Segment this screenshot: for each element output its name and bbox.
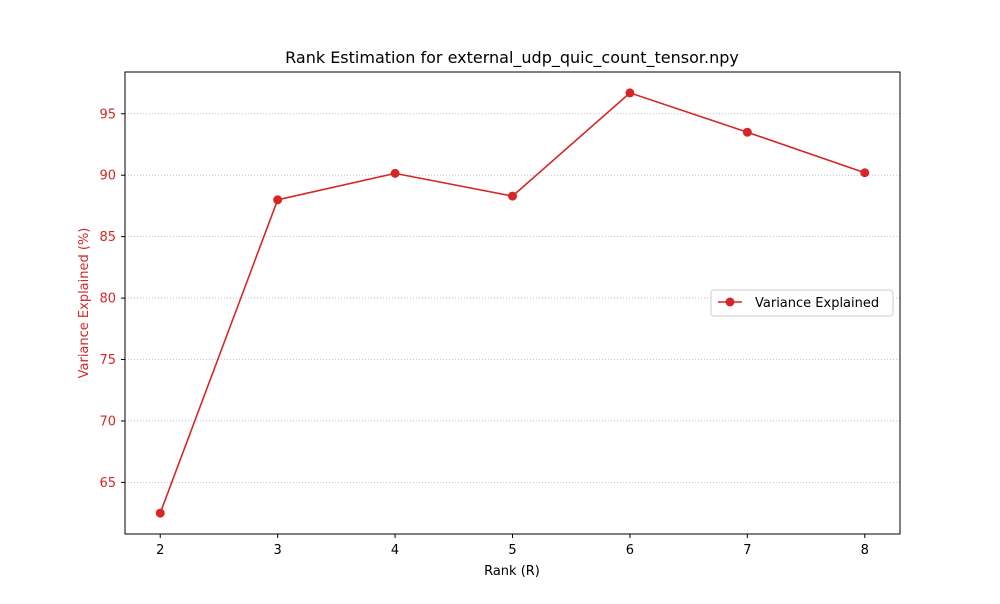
chart-title: Rank Estimation for external_udp_quic_co… xyxy=(285,48,739,68)
data-point xyxy=(742,127,752,137)
x-tick-label: 5 xyxy=(508,543,516,558)
data-point xyxy=(625,88,635,98)
y-tick-label: 85 xyxy=(99,230,116,245)
x-tick-label: 8 xyxy=(861,543,869,558)
x-tick-label: 4 xyxy=(391,543,399,558)
y-axis-ticks: 65 70 75 80 85 90 95 xyxy=(99,107,125,491)
x-axis-ticks: 2 3 4 5 6 7 8 xyxy=(156,534,869,558)
legend-box xyxy=(710,289,894,317)
y-tick-label: 90 xyxy=(99,169,116,184)
data-point xyxy=(508,191,517,201)
y-tick-label: 80 xyxy=(99,292,116,307)
x-tick-label: 6 xyxy=(626,543,634,558)
y-tick-label: 95 xyxy=(99,107,116,122)
x-tick-label: 7 xyxy=(743,543,751,558)
data-point xyxy=(155,508,165,518)
y-tick-label: 70 xyxy=(99,414,116,429)
y-tick-label: 75 xyxy=(99,353,116,368)
data-point xyxy=(390,168,400,178)
x-tick-label: 3 xyxy=(274,543,282,558)
data-series xyxy=(155,88,870,518)
grid-lines xyxy=(125,113,900,483)
y-tick-label: 65 xyxy=(99,476,116,491)
x-tick-label: 2 xyxy=(156,543,164,558)
data-point xyxy=(860,168,870,178)
y-axis-label: Variance Explained (%) xyxy=(77,228,92,379)
legend-marker-swatch xyxy=(725,297,735,307)
legend: Variance Explained xyxy=(710,289,894,317)
data-point xyxy=(273,195,283,205)
x-axis-label: Rank (R) xyxy=(484,564,540,579)
legend-label: Variance Explained xyxy=(755,296,879,311)
